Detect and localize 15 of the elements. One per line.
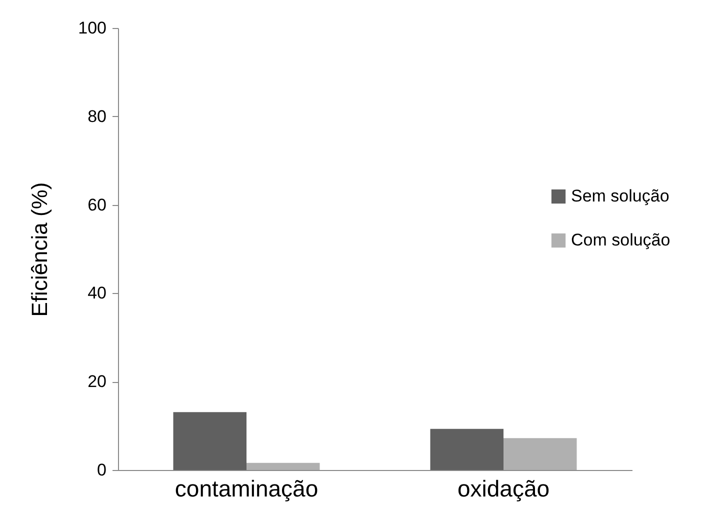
y-tick-label: 20 xyxy=(88,372,106,392)
y-tick-label: 60 xyxy=(88,195,106,214)
y-tick-label: 0 xyxy=(97,460,106,480)
bar xyxy=(173,412,246,470)
bar xyxy=(504,438,577,470)
x-tick-label: oxidação xyxy=(457,476,550,502)
bar xyxy=(246,462,320,470)
y-tick-label: 40 xyxy=(88,284,106,303)
legend-label: Sem solução xyxy=(571,186,670,206)
legend-label: Com solução xyxy=(571,230,670,250)
x-tick-label: contaminação xyxy=(174,476,318,502)
y-tick-label: 80 xyxy=(88,106,106,126)
y-axis-title: Eficiência (%) xyxy=(27,182,52,317)
y-tick-label: 100 xyxy=(78,18,106,38)
bar xyxy=(430,428,504,470)
